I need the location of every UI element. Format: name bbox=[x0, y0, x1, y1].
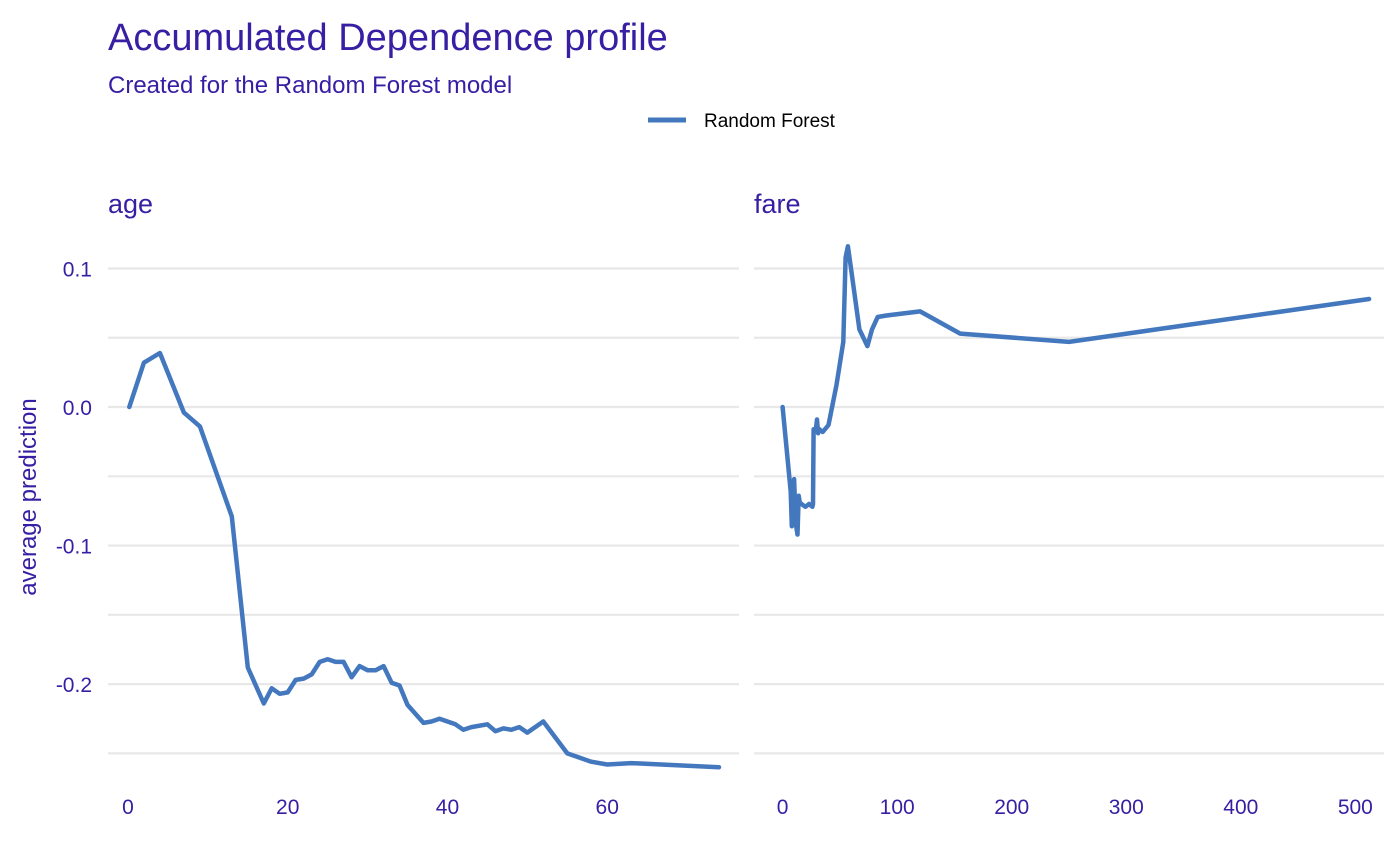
chart-subtitle: Created for the Random Forest model bbox=[108, 72, 512, 99]
x-tick-label: 300 bbox=[1109, 796, 1144, 819]
panel-age-grid bbox=[108, 267, 739, 755]
x-tick-label: 0 bbox=[122, 796, 134, 819]
x-tick-label: 20 bbox=[276, 796, 299, 819]
y-tick-label: 0.0 bbox=[63, 397, 92, 420]
series-line-random-forest bbox=[780, 244, 1372, 537]
panel-age: age 0 20 40 60 bbox=[108, 189, 739, 819]
x-tick-label: 200 bbox=[994, 796, 1029, 819]
x-tick-label: 60 bbox=[596, 796, 619, 819]
x-tick-label: 100 bbox=[880, 796, 915, 819]
panel-fare-series bbox=[780, 244, 1372, 537]
panel-strip-age: age bbox=[108, 189, 153, 219]
panel-strip-fare: fare bbox=[754, 189, 801, 219]
chart-title: Accumulated Dependence profile bbox=[108, 17, 668, 59]
series-line-random-forest bbox=[127, 350, 722, 770]
panel-fare-grid bbox=[754, 267, 1384, 755]
legend-label: Random Forest bbox=[704, 111, 836, 132]
x-tick-label: 500 bbox=[1338, 796, 1373, 819]
y-tick-label: -0.1 bbox=[56, 536, 92, 559]
x-tick-label: 400 bbox=[1223, 796, 1258, 819]
x-tick-label: 40 bbox=[436, 796, 459, 819]
panel-age-x-ticks: 0 20 40 60 bbox=[122, 796, 619, 819]
y-tick-label: 0.1 bbox=[63, 258, 92, 281]
legend: Random Forest bbox=[648, 111, 836, 132]
panel-age-series bbox=[127, 350, 722, 770]
x-tick-label: 0 bbox=[777, 796, 789, 819]
y-axis-label: average prediction bbox=[15, 398, 42, 595]
panel-fare-x-ticks: 0 100 200 300 400 500 bbox=[777, 796, 1373, 819]
y-tick-label: -0.2 bbox=[56, 674, 92, 697]
y-tick-labels: 0.1 0.0 -0.1 -0.2 bbox=[56, 258, 92, 697]
panel-fare: fare 0 100 200 300 400 500 bbox=[754, 189, 1384, 819]
